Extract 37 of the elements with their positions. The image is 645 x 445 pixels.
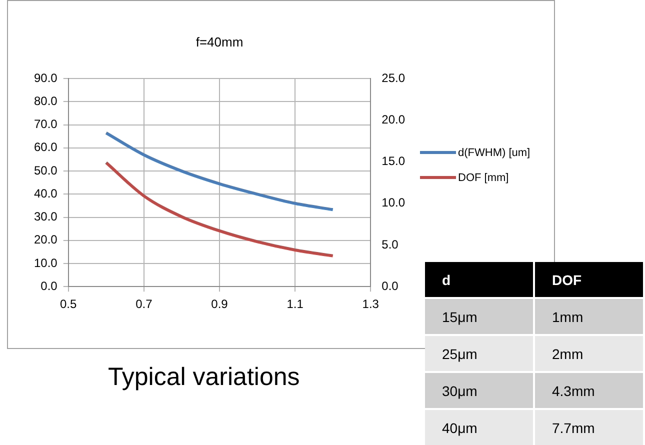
chart-title: f=40mm (196, 34, 244, 50)
y-tick-label: 70.0 (34, 117, 58, 132)
text: 15μm (425, 299, 535, 336)
line-series (104, 131, 334, 212)
y2-tick-label: 5.0 (382, 237, 399, 252)
y-tick-label: 80.0 (34, 94, 58, 108)
x-tick-label: 0.9 (211, 297, 228, 312)
text: 7.7mm (535, 410, 645, 445)
text: DOF (535, 262, 645, 299)
y-tick-label: 60.0 (34, 140, 58, 154)
y-tick-label: 30.0 (34, 210, 58, 224)
y-tick-label: 90.0 (34, 70, 58, 85)
text: 2mm (535, 336, 645, 373)
x-tick-label: 1.3 (362, 297, 380, 312)
y-tick-label: 40.0 (34, 186, 58, 200)
y2-tick-label: 25.0 (382, 70, 406, 85)
y2-tick-label: 20.0 (382, 112, 406, 127)
x-tick-label: 1.1 (286, 297, 304, 312)
text: 40μm (425, 410, 535, 445)
line-series (104, 161, 334, 258)
text: 1mm (535, 299, 645, 336)
x-tick-label: 0.5 (60, 297, 78, 312)
text: d (425, 262, 535, 299)
y-tick-label: 20.0 (34, 232, 58, 247)
y2-tick-label: 10.0 (382, 196, 406, 210)
y-tick-label: 50.0 (34, 163, 58, 178)
legend-label: d(FWHM) [um] (458, 146, 530, 158)
text: 25μm (425, 336, 535, 373)
y2-tick-label: 15.0 (382, 154, 406, 168)
y-tick-label: 0.0 (40, 278, 58, 293)
y-tick-label: 10.0 (34, 256, 58, 270)
y2-tick-label: 0.0 (382, 278, 399, 293)
text: Typical variations (108, 363, 300, 392)
text: 30μm (425, 373, 535, 410)
x-tick-label: 0.7 (136, 297, 153, 312)
legend-label: DOF [mm] (458, 172, 509, 184)
text: 4.3mm (535, 373, 645, 410)
